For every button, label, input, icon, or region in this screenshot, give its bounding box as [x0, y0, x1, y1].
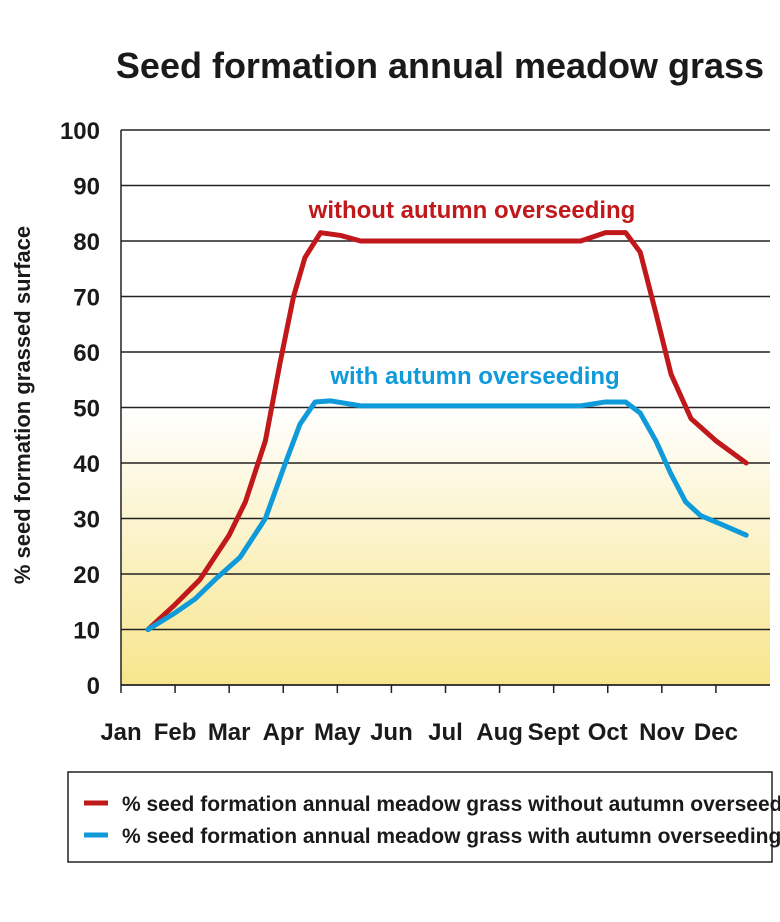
- y-tick-label: 60: [73, 340, 100, 367]
- y-tick-label: 90: [73, 174, 100, 201]
- legend-label: % seed formation annual meadow grass wit…: [122, 825, 780, 848]
- x-tick-label: Feb: [154, 719, 197, 746]
- y-tick-label: 50: [73, 396, 100, 423]
- x-tick-label: Oct: [588, 719, 628, 746]
- x-tick-label: Mar: [208, 719, 251, 746]
- x-tick-label: Jan: [100, 719, 141, 746]
- x-tick-label: Nov: [639, 719, 685, 746]
- y-tick-label: 10: [73, 618, 100, 645]
- series-line: [145, 398, 749, 632]
- y-tick-label: 30: [73, 507, 100, 534]
- x-tick-label: Aug: [476, 719, 523, 746]
- x-tick-label: Jul: [428, 719, 463, 746]
- series-annotation: with autumn overseeding: [329, 363, 619, 390]
- y-tick-label: 20: [73, 562, 100, 589]
- y-tick-label: 100: [60, 118, 100, 145]
- y-tick-label: 40: [73, 451, 100, 478]
- y-tick-label: 80: [73, 229, 100, 256]
- y-axis-label: % seed formation grassed surface: [10, 226, 35, 584]
- x-tick-label: Apr: [263, 719, 304, 746]
- legend: [67, 771, 773, 863]
- x-tick-label: Jun: [370, 719, 413, 746]
- series-line: [145, 230, 749, 632]
- series-annotation: without autumn overseeding: [308, 197, 636, 224]
- x-tick-label: Sept: [528, 719, 580, 746]
- chart-title: Seed formation annual meadow grass: [116, 45, 764, 86]
- x-tick-label: Dec: [694, 719, 738, 746]
- y-tick-label: 0: [87, 673, 100, 700]
- x-tick-label: May: [314, 719, 361, 746]
- y-tick-label: 70: [73, 285, 100, 312]
- legend-label: % seed formation annual meadow grass wit…: [122, 793, 780, 816]
